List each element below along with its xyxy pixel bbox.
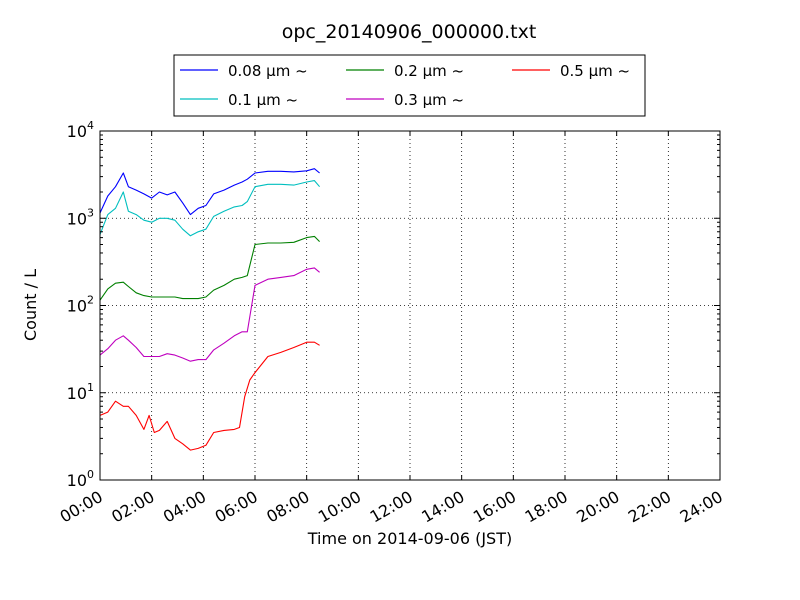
series-line-2 [99,235,320,301]
series-line-0 [99,168,320,216]
legend-frame [173,54,646,117]
legend-label-1: 0.1 μm ~ [228,91,298,109]
x-tick-label: 24:00 [677,487,726,527]
x-axis-label: Time on 2014-09-06 (JST) [307,529,512,548]
axis-ticks: 00:00 02:00 04:00 06:00 08:00 10:00 12:00 14:00… [57,119,726,527]
x-tick-label: 20:00 [573,487,622,527]
x-tick-label: 00:00 [57,487,106,527]
y-tick-label: 101 [67,381,94,403]
y-tick-label: 102 [67,294,94,316]
grid-lines [100,131,720,480]
chart-title: opc_20140906_000000.txt [282,21,537,43]
x-tick-label: 12:00 [367,487,416,527]
series-line-1 [99,180,321,237]
x-tick-label: 02:00 [108,487,157,527]
y-tick-label: 104 [67,119,94,141]
series-line-4 [99,341,320,451]
x-tick-label: 06:00 [212,487,261,527]
x-tick-label: 18:00 [522,487,571,527]
x-tick-label: 08:00 [263,487,312,527]
series-line-3 [99,267,320,362]
y-axis-label: Count / L [21,269,40,341]
legend-label-3: 0.3 μm ~ [394,91,464,109]
x-tick-label: 16:00 [470,487,519,527]
legend-label-2: 0.2 μm ~ [394,62,464,80]
legend: 0.08 μm ~ 0.1 μm ~ 0.2 μm ~ 0.3 μm ~ 0.5 μm … [173,54,646,117]
x-tick-label: 14:00 [418,487,467,527]
x-tick-label: 10:00 [315,487,364,527]
x-tick-label: 22:00 [625,487,674,527]
legend-label-0: 0.08 μm ~ [228,62,308,80]
y-tick-label: 100 [67,468,94,490]
series-lines [99,168,321,451]
y-tick-label: 103 [67,206,94,228]
x-tick-label: 04:00 [160,487,209,527]
legend-label-4: 0.5 μm ~ [560,62,630,80]
